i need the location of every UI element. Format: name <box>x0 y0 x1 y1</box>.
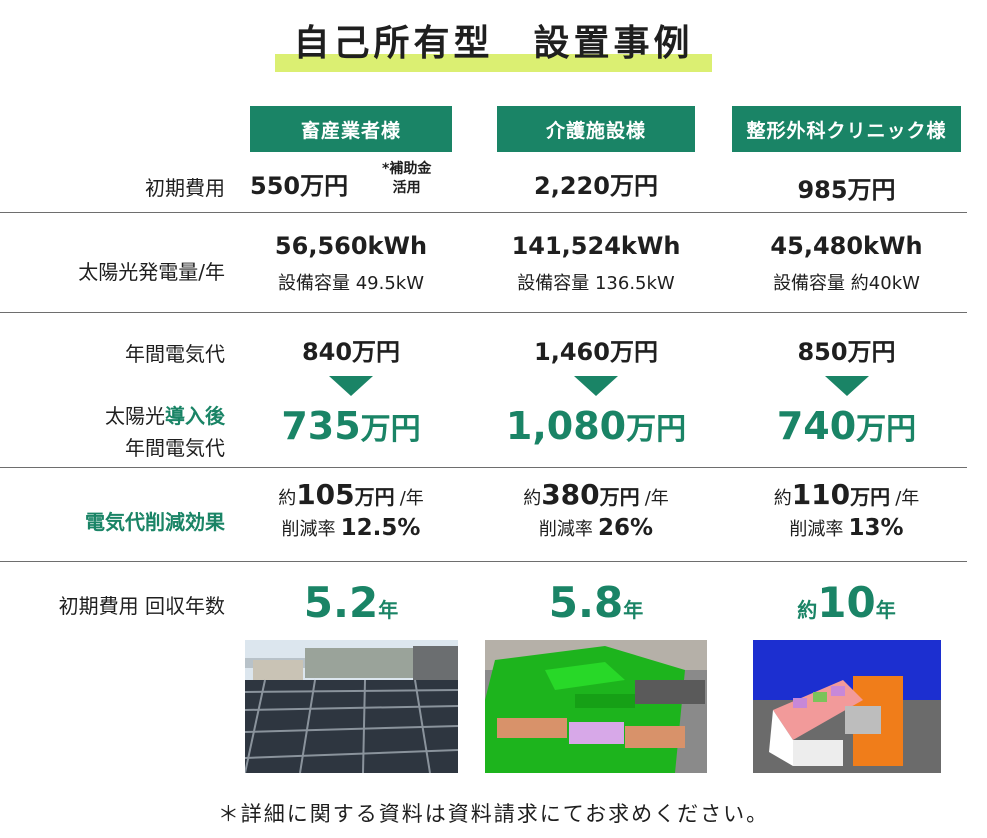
row-label-generation: 太陽光発電量/年 <box>78 260 225 284</box>
electricity-after-value-1: 735万円 <box>281 404 421 448</box>
initial-cost-value-3: 985万円 <box>797 176 896 204</box>
capacity-value-1: 設備容量 49.5kW <box>277 273 425 294</box>
electricity-after-value-2: 1,080万円 <box>505 404 687 448</box>
savings-value-2: 約380万円 /年 削減率 26% <box>523 478 669 541</box>
divider <box>0 467 967 468</box>
down-arrow-icon <box>574 376 618 396</box>
savings-value-1: 約105万円 /年 削減率 12.5% <box>278 478 424 541</box>
row-label-electricity-after: 太陽光導入後 年間電気代 <box>105 404 225 460</box>
payback-value-2: 5.8年 <box>548 578 644 627</box>
row-label-savings: 電気代削減効果 <box>85 510 225 534</box>
electricity-before-value-1: 840万円 <box>301 338 401 366</box>
generation-value-2: 141,524kWh <box>511 232 681 260</box>
generation-value-3: 45,480kWh <box>770 232 923 260</box>
down-arrow-icon <box>825 376 869 396</box>
photo-livestock-solar-roof <box>245 640 458 773</box>
payback-value-3: 約10年 <box>797 578 896 627</box>
column-header-livestock: 畜産業者様 <box>250 106 452 152</box>
photo-clinic-3d-model <box>753 640 941 773</box>
savings-value-3: 約110万円 /年 削減率 13% <box>773 478 920 541</box>
initial-cost-value-2: 2,220万円 <box>534 172 658 200</box>
electricity-after-value-3: 740万円 <box>776 404 917 448</box>
row-label-initial-cost: 初期費用 <box>145 176 225 200</box>
capacity-value-2: 設備容量 136.5kW <box>517 273 675 294</box>
divider <box>0 212 967 213</box>
row-label-payback: 初期費用 回収年数 <box>58 594 225 618</box>
page-title: 自己所有型 設置事例 <box>275 14 712 72</box>
footnote: ＊詳細に関する資料は資料請求にてお求めください。 <box>217 802 770 826</box>
payback-value-1: 5.2年 <box>303 578 399 627</box>
photo-care-facility-3d-model <box>485 640 707 773</box>
down-arrow-icon <box>329 376 373 396</box>
column-header-orthopedic-clinic: 整形外科クリニック様 <box>732 106 961 152</box>
capacity-value-3: 設備容量 約40kW <box>773 273 920 294</box>
electricity-before-value-3: 850万円 <box>797 338 896 366</box>
electricity-before-value-2: 1,460万円 <box>534 338 658 366</box>
initial-cost-value-1: 550万円 <box>250 172 349 200</box>
title-highlight-bar <box>275 54 712 72</box>
subsidy-note: *補助金 活用 <box>382 161 432 196</box>
generation-value-1: 56,560kWh <box>274 232 428 260</box>
divider <box>0 561 967 562</box>
row-label-electricity-before: 年間電気代 <box>125 342 225 366</box>
divider <box>0 312 967 313</box>
column-header-care-facility: 介護施設様 <box>497 106 695 152</box>
